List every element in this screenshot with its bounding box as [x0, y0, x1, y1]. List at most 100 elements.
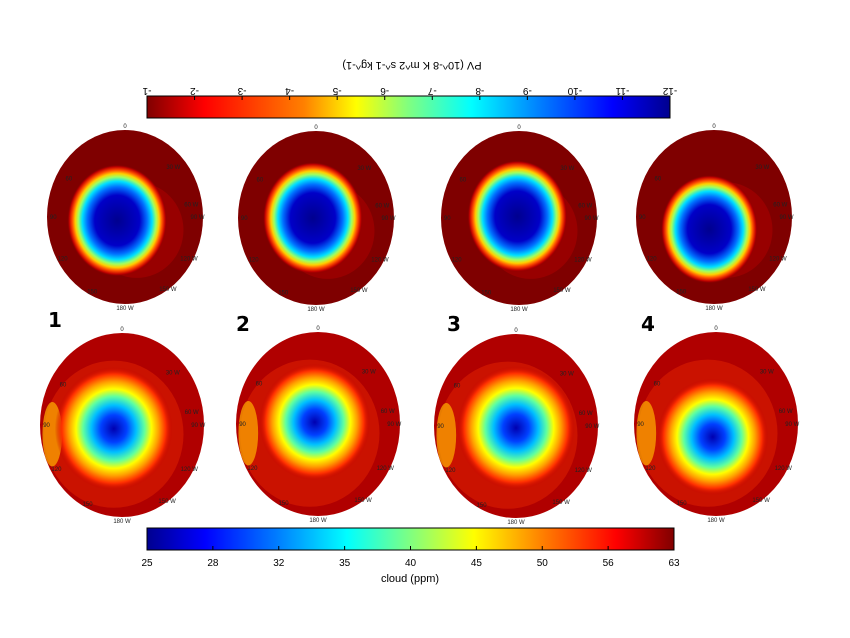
- pv-map-lon-label: 120: [249, 258, 260, 264]
- pv-map-lon-label: 120: [58, 257, 69, 263]
- pv-tick-label: -10: [567, 85, 582, 96]
- pv-tick-label: -2: [190, 85, 199, 96]
- pv-map-lon-label: 60: [256, 177, 263, 183]
- pv-map-lon-label: 90 W: [585, 216, 599, 222]
- pv-map-lon-label: 60 W: [184, 203, 198, 209]
- cloud-map-lon-label: 180 W: [507, 520, 525, 526]
- cloud-map-lon-label: 180 W: [309, 518, 327, 524]
- cloud-colorbar: 25 28 32 35 40 45 50 56 63 cloud (ppm): [141, 527, 680, 585]
- cloud-map-lon-label: 90 W: [585, 424, 599, 430]
- cloud-map-edge-patch: [636, 401, 657, 466]
- pv-map-lon-label: 60: [65, 176, 72, 182]
- cloud-map-lon-label: 150: [83, 502, 94, 508]
- cloud-map-lon-label: 60: [256, 381, 263, 387]
- cloud-map-lon-label: 60: [60, 382, 67, 388]
- pv-tick-label: -6: [380, 85, 389, 96]
- cloud-map-lon-label: 150: [279, 501, 290, 507]
- pv-maps: 0 30 W 60 W 90 W 120 W 150 W 180 W 60 90 120 150 0 3…: [47, 124, 794, 313]
- cloud-vortex: [54, 366, 173, 491]
- cloud-map-2: 0 30 W 60 W 90 W 120 W 150 W 180 W 60 90 120 150: [236, 326, 402, 524]
- pv-tick-label: -12: [662, 85, 677, 96]
- cloud-map-edge-patch: [436, 403, 457, 468]
- cloud-tick-label: 28: [207, 558, 219, 569]
- cloud-map-lon-label: 90: [637, 422, 644, 428]
- cloud-map-lon-label: 90: [437, 424, 444, 430]
- pv-vortex: [67, 164, 168, 277]
- pv-map-lon-label: 150: [481, 291, 492, 297]
- cloud-map-lon-label: 180 W: [707, 518, 725, 524]
- pv-map-lon-label: 0: [712, 124, 716, 130]
- pv-map-lon-label: 0: [314, 125, 318, 131]
- pv-map-lon-label: 0: [123, 124, 127, 130]
- pv-tick-label: -8: [475, 85, 484, 96]
- cloud-tick-label: 56: [603, 558, 615, 569]
- cloud-tick-label: 32: [273, 558, 285, 569]
- pv-map-lon-label: 120 W: [180, 257, 198, 263]
- pv-map-lon-label: 90: [50, 215, 57, 221]
- pv-colorbar-gradient: [146, 95, 671, 119]
- cloud-map-lon-label: 120: [645, 466, 656, 472]
- cloud-map-lon-label: 90 W: [191, 423, 205, 429]
- cloud-map-lon-label: 150: [477, 503, 488, 509]
- cloud-map-lon-label: 60 W: [185, 410, 199, 416]
- cloud-map-lon-label: 90 W: [387, 422, 401, 428]
- pv-map-lon-label: 150: [87, 290, 98, 296]
- pv-map-lon-label: 150: [278, 291, 289, 297]
- cloud-map-lon-label: 120 W: [377, 466, 395, 472]
- cloud-map-lon-label: 120 W: [181, 467, 199, 473]
- cloud-vortex: [258, 363, 371, 481]
- pv-map-lon-label: 30 W: [755, 165, 769, 171]
- pv-vortex: [262, 162, 363, 274]
- cloud-vortex: [456, 365, 576, 490]
- pv-map-3: 0 30 W 60 W 90 W 120 W 150 W 180 W 60 90 120 150: [441, 125, 599, 313]
- cloud-map-lon-label: 150 W: [354, 498, 372, 504]
- pv-tick-label: -3: [237, 85, 246, 96]
- pv-colorbar: PV (10^-8 K m^2 s^-1 kg^-1) -1 -2 -3 -4 -5 -6…: [142, 59, 677, 119]
- cloud-map-lon-label: 60 W: [381, 409, 395, 415]
- panel-number-2: 2: [236, 312, 250, 336]
- pv-map-lon-label: 30 W: [357, 166, 371, 172]
- cloud-map-lon-label: 60 W: [779, 409, 793, 415]
- cloud-tick-label: 25: [141, 558, 153, 569]
- pv-map-lon-label: 60: [654, 176, 661, 182]
- cloud-map-lon-label: 60 W: [579, 411, 593, 417]
- cloud-map-lon-label: 180 W: [113, 519, 131, 525]
- cloud-map-lon-label: 30 W: [166, 370, 180, 376]
- pv-map-lon-label: 60 W: [375, 204, 389, 210]
- cloud-map-lon-label: 120: [51, 467, 62, 473]
- cloud-map-4: 0 30 W 60 W 90 W 120 W 150 W 180 W 60 90 120 150: [634, 326, 800, 524]
- pv-map-lon-label: 60 W: [578, 204, 592, 210]
- cloud-map-lon-label: 120: [247, 466, 258, 472]
- pv-map-lon-label: 120 W: [769, 257, 787, 263]
- pv-vortex: [467, 160, 568, 273]
- pv-map-lon-label: 90 W: [191, 215, 205, 221]
- pv-map-lon-label: 150 W: [350, 288, 368, 294]
- cloud-maps: 0 30 W 60 W 90 W 120 W 150 W 180 W 60 90 120 150 0 3…: [40, 326, 800, 526]
- pv-map-lon-label: 150: [676, 290, 687, 296]
- pv-map-lon-label: 0: [517, 125, 521, 131]
- pv-map-lon-label: 180 W: [510, 307, 528, 313]
- cloud-tick-label: 50: [537, 558, 549, 569]
- panel-number-3: 3: [447, 312, 461, 336]
- pv-map-lon-label: 150 W: [159, 287, 177, 293]
- cloud-map-lon-label: 60: [454, 383, 461, 389]
- cloud-tick-label: 63: [668, 558, 680, 569]
- pv-map-lon-label: 30 W: [560, 166, 574, 172]
- cloud-map-lon-label: 150 W: [752, 498, 770, 504]
- pv-map-lon-label: 60 W: [773, 203, 787, 209]
- cloud-colorbar-ticks: 25 28 32 35 40 45 50 56 63: [141, 546, 680, 569]
- pv-map-lon-label: 150 W: [553, 288, 571, 294]
- pv-map-lon-label: 120 W: [574, 258, 592, 264]
- pv-tick-label: -1: [142, 85, 151, 96]
- cloud-tick-label: 35: [339, 558, 351, 569]
- pv-map-lon-label: 120 W: [371, 258, 389, 264]
- pv-map-lon-label: 180 W: [307, 307, 325, 313]
- pv-map-lon-label: 90: [639, 215, 646, 221]
- cloud-map-lon-label: 150: [677, 501, 688, 507]
- cloud-tick-label: 45: [471, 558, 483, 569]
- pv-colorbar-ticks: -1 -2 -3 -4 -5 -6 -7 -8 -9 -10 -11 -12: [142, 85, 677, 100]
- cloud-map-lon-label: 150 W: [158, 499, 176, 505]
- cloud-map-3: 0 30 W 60 W 90 W 120 W 150 W 180 W 60 90 120 150: [434, 328, 600, 526]
- pv-tick-label: -4: [285, 85, 294, 96]
